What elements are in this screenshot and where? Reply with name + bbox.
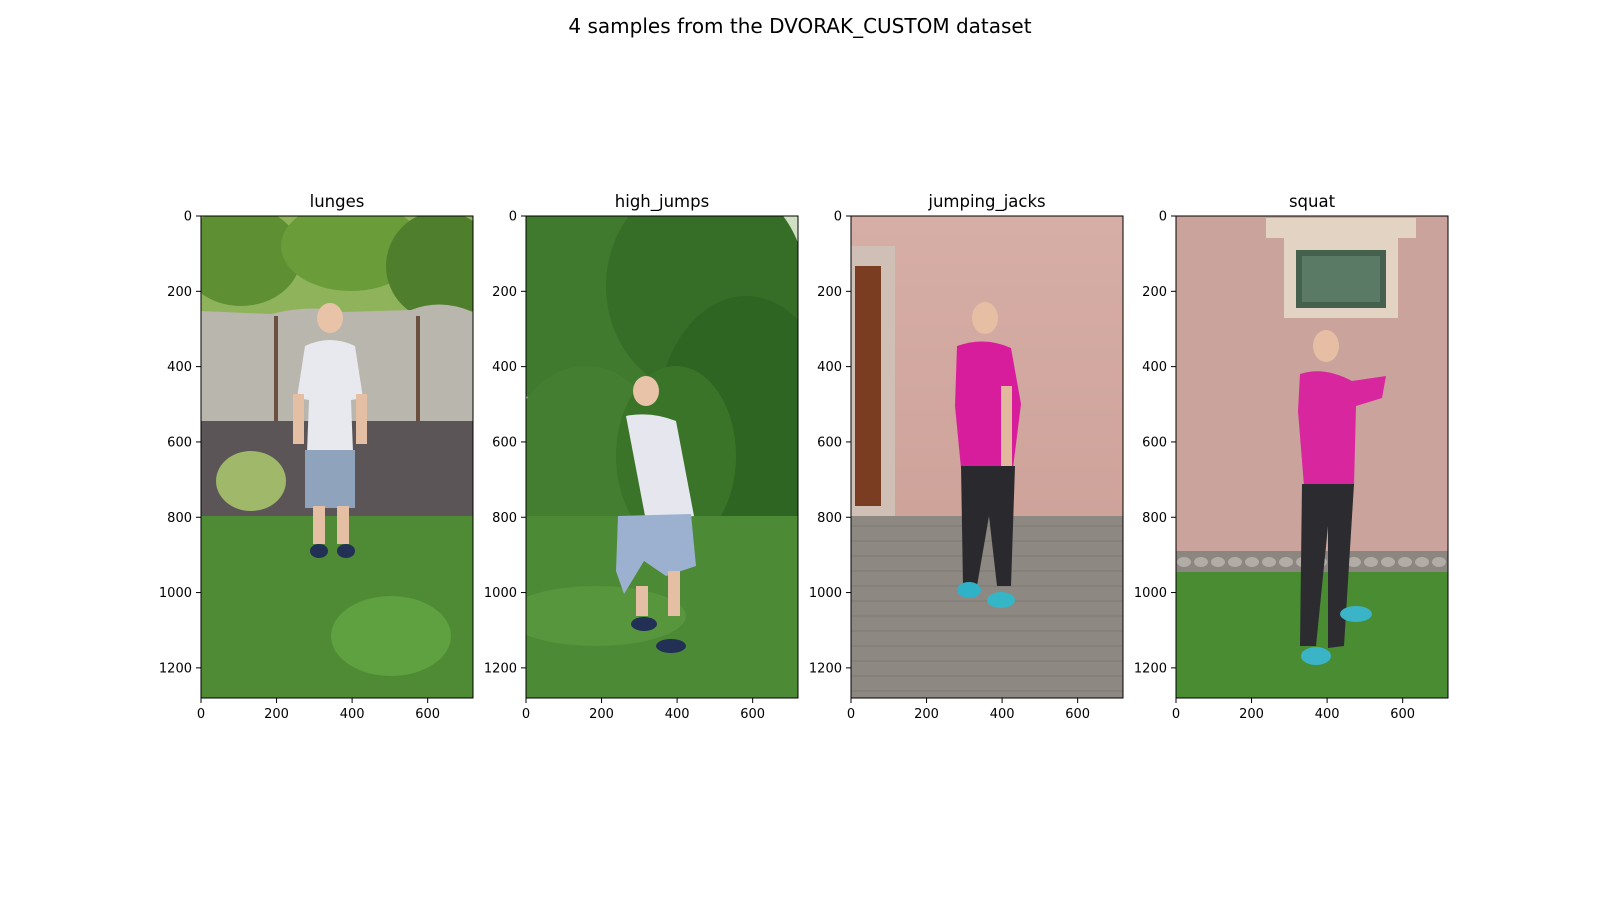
x-tick-label: 200 (914, 707, 939, 722)
axes-frame (1175, 215, 1449, 699)
subplot-title: jumping_jacks (927, 192, 1045, 212)
y-tick-label: 400 (817, 360, 842, 375)
x-tick-label: 200 (264, 707, 289, 722)
y-tick-label: 200 (492, 285, 517, 300)
axes-frame (850, 215, 1124, 699)
subplot-title: high_jumps (615, 192, 709, 212)
sample-image (526, 216, 798, 698)
y-tick-label: 800 (492, 511, 517, 526)
sample-image (201, 216, 473, 698)
y-tick-label: 400 (167, 360, 192, 375)
sample-image (851, 216, 1123, 698)
y-tick-label: 0 (509, 210, 517, 225)
x-tick-label: 400 (1315, 707, 1340, 722)
y-tick-label: 1200 (809, 661, 842, 676)
y-tick-label: 1000 (159, 586, 192, 601)
y-tick-label: 800 (817, 511, 842, 526)
subplot-3: jumping_jacks 0 200 400 600 0 200 400 600 800 1000… (809, 192, 1124, 722)
y-tick-label: 600 (817, 435, 842, 450)
x-tick-label: 400 (340, 707, 365, 722)
x-tick-label: 400 (665, 707, 690, 722)
y-tick-label: 1000 (809, 586, 842, 601)
y-tick-label: 600 (492, 435, 517, 450)
axes-frame (200, 215, 474, 699)
figure-title: 4 samples from the DVORAK_CUSTOM dataset (568, 14, 1031, 38)
y-tick-label: 400 (1142, 360, 1167, 375)
y-tick-label: 0 (834, 210, 842, 225)
y-tick-label: 200 (817, 285, 842, 300)
x-tick-label: 200 (1239, 707, 1264, 722)
subplot-4: squat 0 200 400 600 0 200 400 600 800 1000 1200 (1134, 192, 1449, 722)
x-tick-label: 600 (415, 707, 440, 722)
x-tick-label: 200 (589, 707, 614, 722)
y-tick-label: 1200 (484, 661, 517, 676)
y-tick-label: 600 (167, 435, 192, 450)
y-tick-label: 400 (492, 360, 517, 375)
x-tick-label: 0 (522, 707, 530, 722)
subplot-2: high_jumps 0 200 400 600 0 200 400 600 800 1000 120… (484, 192, 799, 722)
subplot-title: lunges (310, 192, 365, 211)
subplot-title: squat (1289, 192, 1336, 211)
x-tick-label: 600 (740, 707, 765, 722)
y-tick-label: 200 (167, 285, 192, 300)
y-tick-label: 1000 (484, 586, 517, 601)
x-tick-label: 0 (847, 707, 855, 722)
y-tick-label: 1000 (1134, 586, 1167, 601)
x-tick-label: 0 (197, 707, 205, 722)
y-tick-label: 0 (184, 210, 192, 225)
subplot-1: lunges 0 200 400 600 0 200 400 600 800 1000 1200 (159, 192, 474, 722)
y-tick-label: 600 (1142, 435, 1167, 450)
y-tick-label: 1200 (159, 661, 192, 676)
x-tick-label: 0 (1172, 707, 1180, 722)
y-tick-label: 800 (1142, 511, 1167, 526)
y-tick-label: 1200 (1134, 661, 1167, 676)
sample-image (1176, 216, 1448, 698)
x-tick-label: 600 (1390, 707, 1415, 722)
axes-frame (525, 215, 799, 699)
y-tick-label: 0 (1159, 210, 1167, 225)
x-tick-label: 400 (990, 707, 1015, 722)
x-tick-label: 600 (1065, 707, 1090, 722)
y-tick-label: 800 (167, 511, 192, 526)
y-tick-label: 200 (1142, 285, 1167, 300)
